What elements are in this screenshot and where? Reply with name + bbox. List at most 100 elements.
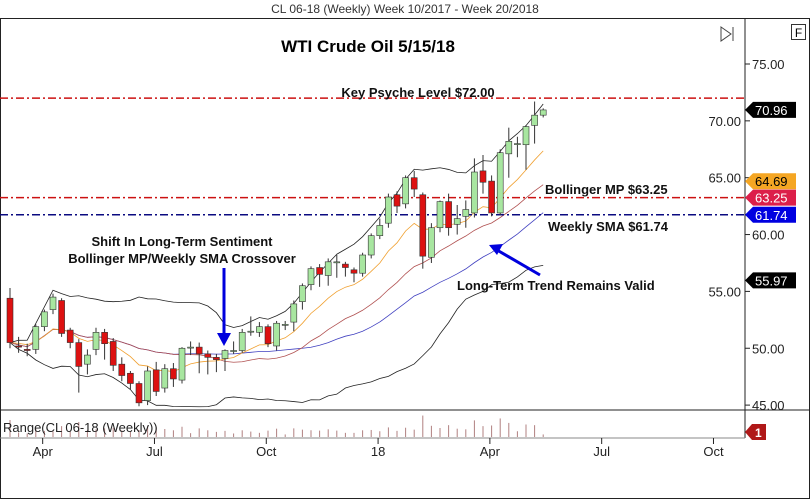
candle-down [118,363,126,376]
candle-up [290,303,298,323]
candle-down [152,369,160,392]
price-tag [745,101,796,118]
price-tag-label: 61.74 [755,208,788,223]
candle-up [428,227,435,258]
candle-up [230,350,237,352]
candle-down [58,300,65,334]
candle-down [264,326,272,345]
price-tag [745,173,796,190]
candle-up [539,109,547,116]
candle-up [333,261,341,264]
x-tick-label: Jul [593,444,610,459]
candle-up [187,346,194,349]
candle-up [281,324,289,326]
candle-up [359,254,366,274]
annotation-trend: Long-Term Trend Remains Valid [457,278,655,293]
candle-up [178,347,186,381]
range-panel-label: Range(CL 06-18 (Weekly)) [3,420,158,435]
candle-up [462,209,470,217]
candle-up [514,143,521,145]
candle-up [92,332,100,350]
candle-up [496,152,504,214]
x-tick-label: 18 [371,444,385,459]
candle-down [479,170,487,183]
range-tag-label: 1 [755,426,762,440]
skip-to-end-icon [720,26,734,42]
y-tick-label: 50.00 [752,341,785,356]
candle-down [393,194,401,207]
y-tick-label: 55.00 [708,284,741,299]
window-title: CL 06-18 (Weekly) Week 10/2017 - Week 20… [271,2,539,16]
candle-up [256,326,263,333]
candle-down [135,383,143,404]
candle-down [213,357,220,360]
candle-up [531,114,538,126]
x-tick-label: Apr [480,444,501,459]
price-tag-label: 55.97 [755,273,788,288]
annotation-arrow-trend [496,248,541,277]
range-tag [745,424,766,440]
arrow-head-icon [489,244,503,255]
chart-title: WTI Crude Oil 5/15/18 [281,37,455,56]
price-tag [745,206,796,223]
f-button-label: F [795,26,802,40]
candle-up [247,330,255,333]
y-tick-label: 60.00 [752,228,785,243]
bollinger-lower-line [9,264,544,408]
candle-up [221,350,229,359]
candle-up [299,285,306,302]
candle-down [195,346,203,355]
candle-down [66,329,74,343]
candle-up [436,201,444,229]
y-tick-label: 45.00 [752,398,785,413]
candle-down [419,194,427,257]
candle-down [445,201,452,229]
candle-down [204,353,212,358]
candle-down [488,180,495,214]
candle-up [522,126,530,146]
candle-up [453,218,461,225]
x-tick-label: Jul [146,444,163,459]
bollinger-mp-label: Bollinger MP $63.25 [545,182,668,197]
candle-up [49,296,57,310]
candle-down [6,297,14,343]
f-button [791,24,806,40]
y-tick-label: 65.00 [708,171,741,186]
candle-down [15,345,22,348]
y-tick-label: 70.00 [708,114,741,129]
annotation-sentiment-line2: Bollinger MP/Weekly SMA Crossover [68,251,296,266]
candle-up [376,225,384,236]
candle-up [324,261,332,276]
candle-up [471,171,478,214]
x-tick-label: Oct [703,444,724,459]
candle-down [101,332,108,345]
candle-down [127,372,134,384]
key-level-label: Key Psyche Level $72.00 [341,85,494,100]
x-tick-label: Apr [33,444,54,459]
candle-up [385,196,392,224]
candle-up [367,235,375,256]
weekly-sma-label: Weekly SMA $61.74 [548,219,669,234]
price-tag-label: 63.25 [755,191,788,206]
candle-down [350,269,358,274]
candle-up [41,311,48,327]
price-tag [745,272,796,289]
candle-down [170,368,177,380]
candle-up [238,332,246,351]
bollinger-upper-line [9,103,544,343]
price-tag [745,189,796,206]
candle-up [32,326,40,350]
price-tag-label: 64.69 [755,174,788,189]
candle-up [273,322,280,347]
candle-up [161,368,169,389]
candle-up [84,354,91,365]
x-tick-label: Oct [256,444,277,459]
candle-up [505,141,513,155]
candle-up [144,370,151,401]
candle-down [316,267,323,275]
y-tick-label: 75.00 [752,57,785,72]
annotation-sentiment-line1: Shift In Long-Term Sentiment [91,234,273,249]
price-tag-label: 70.96 [755,103,788,118]
